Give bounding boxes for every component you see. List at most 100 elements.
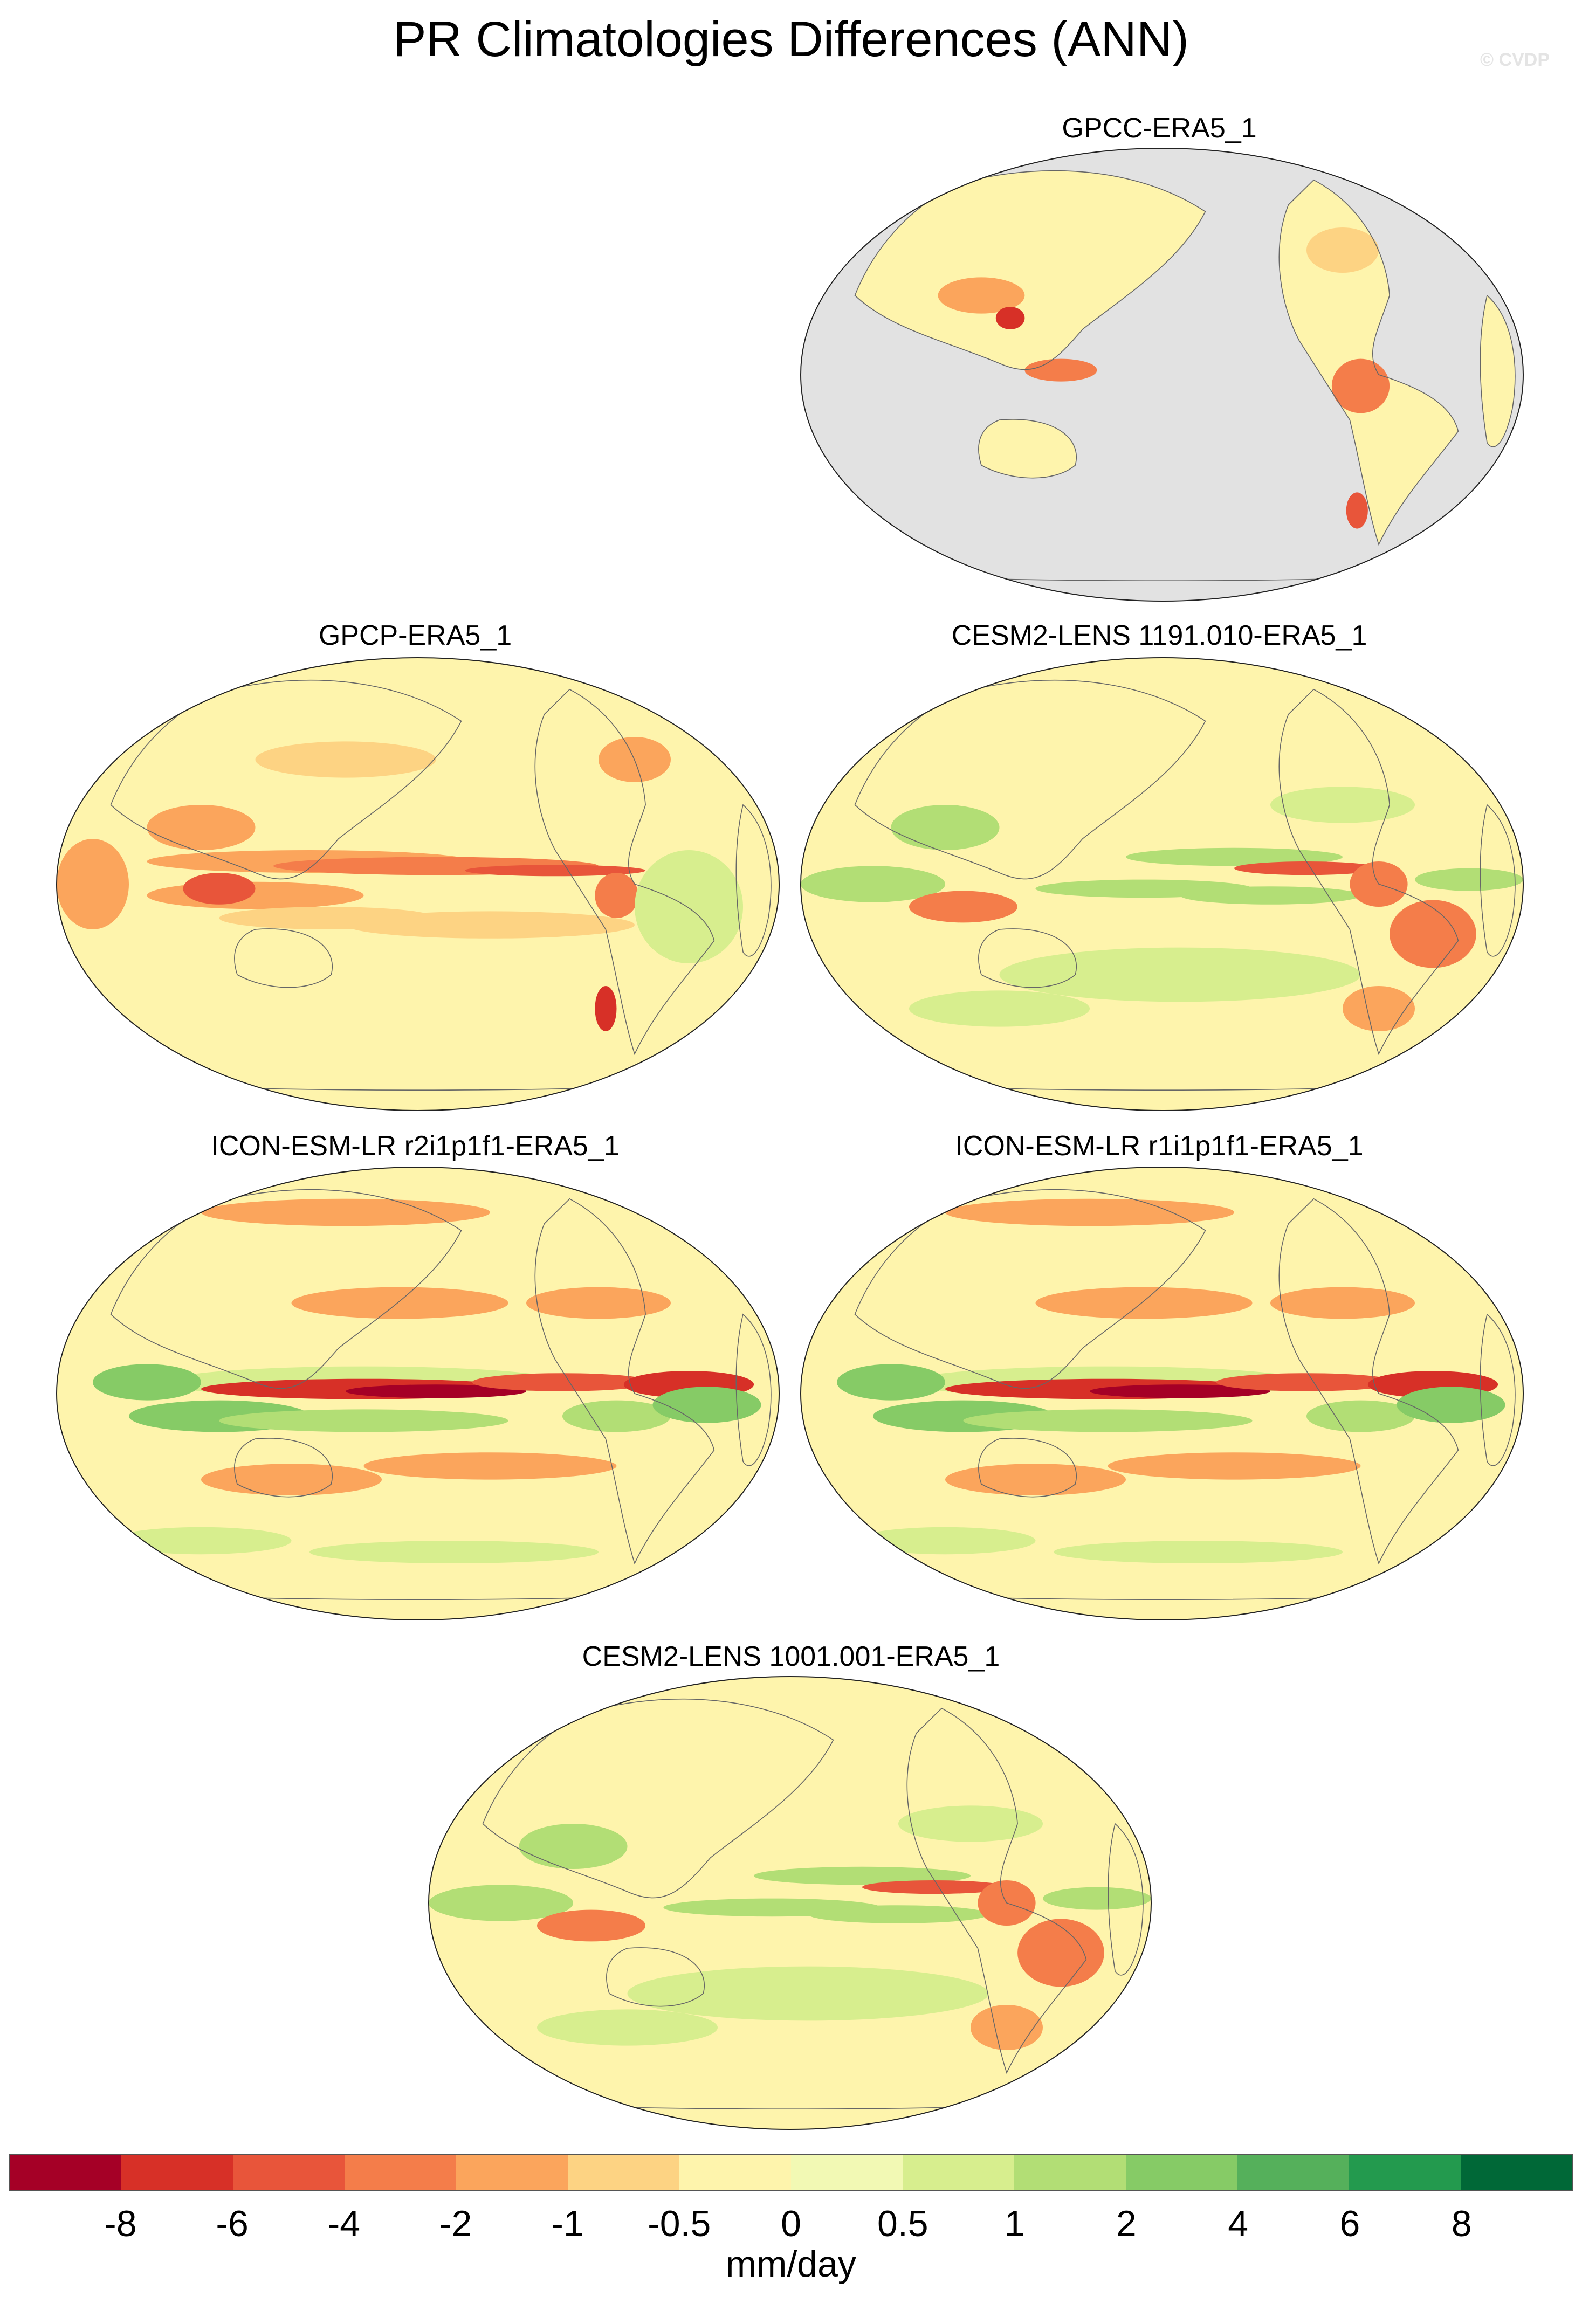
coastline-americas xyxy=(534,688,715,1056)
panel-title-gpcp: GPCP-ERA5_1 xyxy=(318,620,512,651)
coastline-asia xyxy=(110,1189,462,1389)
colorbar xyxy=(9,2154,1573,2191)
map-cesm2-1191 xyxy=(800,657,1524,1111)
precip-anomaly-region xyxy=(1306,1400,1415,1432)
precip-anomaly-region xyxy=(309,1541,599,1563)
colorbar-segment xyxy=(903,2155,1014,2190)
coastline-americas xyxy=(1278,688,1459,1056)
precip-anomaly-region xyxy=(1331,358,1390,413)
precip-anomaly-region xyxy=(971,2005,1043,2050)
precip-anomaly-region xyxy=(754,1866,971,1885)
precip-anomaly-region xyxy=(945,1464,1126,1495)
precip-anomaly-region xyxy=(537,2009,718,2046)
map-field xyxy=(429,1677,1151,2129)
colorbar-tick-label: -4 xyxy=(327,2203,361,2244)
precip-anomaly-region xyxy=(219,1409,508,1432)
colorbar-segment xyxy=(1237,2155,1349,2190)
colorbar-tick-label: -2 xyxy=(439,2203,472,2244)
precip-anomaly-region xyxy=(1035,1287,1253,1319)
precip-anomaly-region xyxy=(519,1824,628,1869)
colorbar-segment xyxy=(10,2155,121,2190)
map-field xyxy=(57,1167,779,1620)
coastline-americas xyxy=(1278,1198,1459,1565)
precip-anomaly-region xyxy=(562,1400,671,1432)
colorbar-tick-label: 4 xyxy=(1228,2203,1249,2244)
coastline-africa xyxy=(735,804,772,957)
map-field xyxy=(801,1167,1523,1620)
precip-anomaly-region xyxy=(1024,358,1097,382)
colorbar-tick-label: 0 xyxy=(781,2203,801,2244)
map-cesm2-1001 xyxy=(428,1676,1152,2130)
precip-anomaly-region xyxy=(995,307,1025,329)
precip-anomaly-region xyxy=(537,1909,645,1942)
map-border xyxy=(56,1167,780,1620)
precip-anomaly-region xyxy=(1090,1384,1270,1398)
precip-anomaly-region xyxy=(1397,1387,1505,1423)
coastline-australia xyxy=(234,1438,333,1498)
land-australia xyxy=(978,419,1077,478)
coastline-americas xyxy=(534,1198,715,1565)
coastline-asia xyxy=(854,170,1206,370)
coastline-australia xyxy=(978,1438,1077,1498)
precip-anomaly-region xyxy=(255,741,436,778)
precip-anomaly-region xyxy=(938,277,1025,314)
precip-anomaly-region xyxy=(465,865,646,877)
coastline-australia xyxy=(978,419,1077,479)
precip-anomaly-region xyxy=(57,839,129,929)
coastline-africa xyxy=(1480,294,1516,447)
colorbar-segment xyxy=(1126,2155,1237,2190)
panel-title-cesm-1001: CESM2-LENS 1001.001-ERA5_1 xyxy=(582,1641,1000,1672)
colorbar-tick-label: -8 xyxy=(104,2203,137,2244)
precip-anomaly-region xyxy=(837,1364,945,1401)
precip-anomaly-region xyxy=(183,873,256,905)
precip-anomaly-region xyxy=(1415,868,1523,891)
precip-anomaly-region xyxy=(429,1885,573,1921)
map-field xyxy=(801,658,1523,1111)
figure-title: PR Climatologies Differences (ANN) xyxy=(393,12,1189,67)
coastline-asia xyxy=(110,679,462,880)
precip-anomaly-region xyxy=(945,1198,1234,1226)
precip-anomaly-region xyxy=(627,1966,989,2021)
precip-anomaly-region xyxy=(111,1527,292,1555)
colorbar-segment xyxy=(1461,2155,1572,2190)
precip-anomaly-region xyxy=(855,1527,1036,1555)
precip-anomaly-region xyxy=(963,1409,1253,1432)
map-gpcp-era5 xyxy=(56,657,780,1111)
colorbar-tick-label: -1 xyxy=(551,2203,584,2244)
precip-anomaly-region xyxy=(472,1373,653,1391)
map-field xyxy=(57,658,779,1111)
coastline-africa xyxy=(1480,804,1516,957)
precip-anomaly-region xyxy=(1180,886,1361,905)
precip-anomaly-region xyxy=(862,1880,1007,1894)
precip-anomaly-region xyxy=(808,1905,989,1923)
precip-anomaly-region xyxy=(1017,1919,1104,1987)
precip-anomaly-region xyxy=(909,891,1017,923)
map-icon-r2 xyxy=(56,1167,780,1620)
precip-anomaly-region xyxy=(909,990,1090,1027)
colorbar-segment xyxy=(121,2155,233,2190)
precip-anomaly-region xyxy=(1234,861,1379,875)
coastline-asia xyxy=(482,1698,834,1899)
precip-anomaly-region xyxy=(147,805,256,850)
coastline-australia xyxy=(606,1947,705,2007)
precip-anomaly-region xyxy=(1043,1887,1151,1910)
colorbar-tick-label: -6 xyxy=(216,2203,249,2244)
precip-anomaly-region xyxy=(898,1805,1043,1842)
colorbar-segment xyxy=(233,2155,345,2190)
map-border xyxy=(800,1167,1524,1620)
precip-anomaly-region xyxy=(652,1387,761,1423)
precip-anomaly-region xyxy=(1390,900,1476,968)
precip-anomaly-region xyxy=(526,1287,671,1319)
precip-anomaly-region xyxy=(1343,986,1415,1031)
panel-title-cesm-1191: CESM2-LENS 1191.010-ERA5_1 xyxy=(951,620,1367,651)
map-border xyxy=(800,148,1524,602)
precip-anomaly-region xyxy=(595,986,617,1031)
precip-anomaly-region xyxy=(93,1364,201,1401)
colorbar-tick-label: 0.5 xyxy=(877,2203,928,2244)
coastline-asia xyxy=(854,679,1206,880)
colorbar-segment xyxy=(791,2155,903,2190)
coastline-americas xyxy=(1278,179,1459,546)
colorbar-segment xyxy=(1349,2155,1461,2190)
colorbar-tick-label: 2 xyxy=(1116,2203,1137,2244)
colorbar-segment xyxy=(345,2155,456,2190)
